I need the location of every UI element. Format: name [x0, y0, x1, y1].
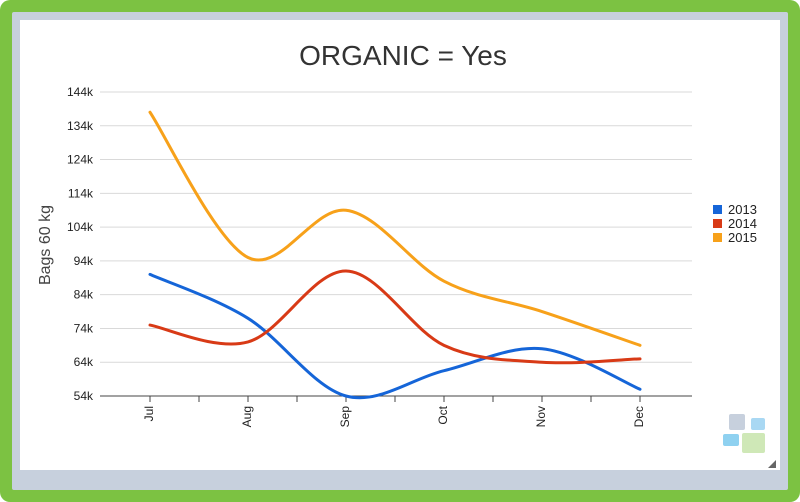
legend-label-2014: 2014	[728, 216, 757, 231]
legend-label-2015: 2015	[728, 230, 757, 245]
y-tick-label: 64k	[74, 355, 94, 369]
y-axis-label: Bags 60 kg	[37, 205, 54, 285]
y-tick-label: 84k	[74, 288, 94, 302]
y-tick-label: 54k	[74, 389, 94, 403]
series-line-2014	[148, 269, 642, 365]
legend-swatch-2013	[713, 205, 722, 214]
series-line-2013	[148, 272, 642, 400]
y-tick-label: 94k	[74, 254, 94, 268]
series-lines	[148, 110, 642, 400]
chart-title: ORGANIC = Yes	[299, 40, 507, 71]
x-tick-label: Nov	[534, 406, 548, 427]
grid-lines	[100, 91, 692, 397]
y-tick-label: 104k	[67, 220, 94, 234]
resize-grip-icon[interactable]	[768, 460, 776, 468]
series-line-2015	[148, 110, 642, 347]
x-tick-label: Sep	[338, 406, 352, 428]
y-tick-label: 74k	[74, 321, 94, 335]
y-tick-label: 144k	[67, 85, 94, 99]
x-tick-label: Oct	[436, 405, 450, 424]
legend-swatch-2015	[713, 233, 722, 242]
x-tick-label: Dec	[632, 406, 646, 427]
x-tick-label: Aug	[240, 406, 254, 427]
y-tick-label: 124k	[67, 153, 94, 167]
y-axis-ticks: 54k 64k 74k 84k 94k 104k 114k 124k 134k 144k	[67, 85, 94, 403]
x-tick-label: Jul	[142, 406, 156, 421]
y-tick-label: 134k	[67, 119, 94, 133]
legend-label-2013: 2013	[728, 202, 757, 217]
y-tick-label: 114k	[68, 186, 94, 200]
legend-swatch-2014	[713, 219, 722, 228]
app-logo-icon	[723, 414, 765, 453]
x-axis-ticks: Jul Aug Sep Oct Nov Dec	[142, 396, 646, 427]
